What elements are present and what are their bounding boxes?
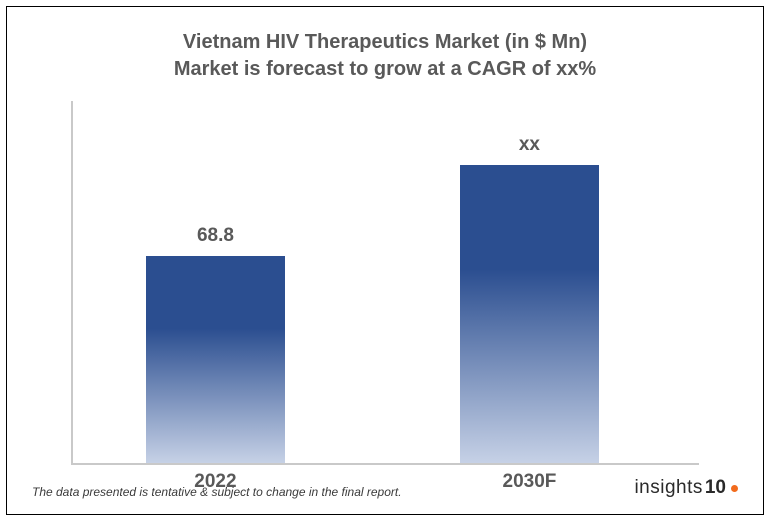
chart-title: Vietnam HIV Therapeutics Market (in $ Mn… [35,29,735,83]
bars-container: 68.8 xx [71,101,699,465]
chart-area: Vietnam HIV Therapeutics Market (in $ Mn… [7,7,763,514]
plot-zone: 68.8 xx [71,101,699,465]
logo-text-insights: insights [634,477,702,499]
footnote: The data presented is tentative & subjec… [32,485,402,499]
logo: insights10 [634,477,738,499]
title-line-1: Vietnam HIV Therapeutics Market (in $ Mn… [35,29,735,56]
chart-frame: Vietnam HIV Therapeutics Market (in $ Mn… [0,0,770,521]
inner-border: Vietnam HIV Therapeutics Market (in $ Mn… [6,6,764,515]
logo-text-10: 10 [705,477,726,499]
logo-dot-icon [731,485,738,492]
bar-label: xx [460,134,598,156]
footer: The data presented is tentative & subjec… [32,477,738,499]
title-line-2: Market is forecast to grow at a CAGR of … [35,56,735,83]
bar-label: 68.8 [146,225,284,247]
bar-2022: 68.8 [146,256,284,463]
bar-2030f: xx [460,165,598,463]
